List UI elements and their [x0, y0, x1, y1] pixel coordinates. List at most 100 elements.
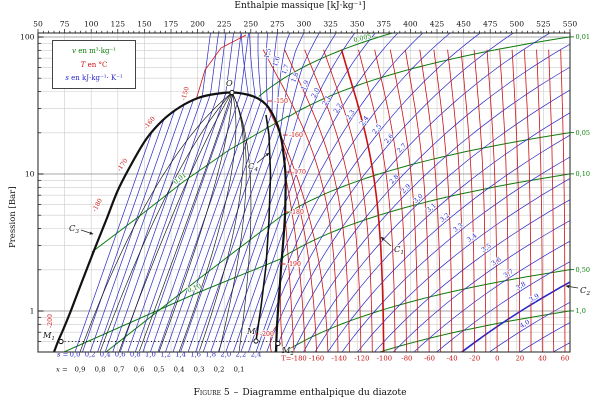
isochore-label: 0,05 [576, 129, 590, 137]
isentrope-label: 2,4 [358, 114, 370, 127]
x-tick-label: 250 [244, 20, 259, 29]
isentrope-label: 3,9 [528, 292, 541, 304]
y-tick-label: 100 [20, 33, 35, 42]
legend-row-T: T en °C [81, 61, 108, 69]
isentrope-curve [489, 301, 570, 352]
isotherm-curve [499, 49, 509, 352]
quality-label: 0,3 [194, 366, 205, 374]
isentrope-label: 2,7 [395, 142, 408, 155]
quality-line [79, 92, 233, 352]
isotherm-bottom-label: -160 [309, 355, 324, 363]
isotherm-bottom-label: 60 [561, 355, 570, 363]
isotherm-bottom-label: -100 [377, 355, 392, 363]
isentrope-label: 2,5 [371, 123, 384, 136]
isentrope-curve [112, 33, 211, 352]
isentrope-curve [74, 131, 153, 352]
isentrope-axis-prefix: s = [57, 351, 68, 359]
axes: 50 75 100 125 150 175 200 225 250 275 300 325 350 375… [20, 20, 577, 353]
isentrope-label: 1,9 [299, 79, 310, 92]
isotherm-bottom-label: -40 [447, 355, 458, 363]
legend-var-s: s [65, 74, 69, 83]
isentrope-curve [89, 109, 176, 352]
quality-label: 0,9 [75, 366, 86, 374]
isotherm-curve [524, 49, 532, 352]
isotherm-dome-label: -160 [289, 132, 303, 139]
isotherm-curve [285, 175, 306, 352]
legend-var-v: v [72, 46, 76, 55]
isentrope-label: 2,3 [344, 108, 356, 121]
y-tick-label: 10 [25, 170, 35, 179]
isentrope-curve [165, 33, 256, 352]
point-marker [253, 338, 259, 344]
isentrope-bottom-label: 1,4 [175, 351, 186, 359]
annotation-label: C4 [248, 161, 258, 173]
isentrope-curve [97, 103, 185, 352]
x-tick-label: 200 [190, 20, 205, 29]
isentrope-curve [303, 89, 570, 352]
isotherm-curves [195, 34, 566, 352]
isentrope-bottom-label: 1,2 [160, 351, 171, 359]
isochore-label: 0,01 [576, 33, 590, 41]
x-tick-label: 175 [164, 20, 179, 29]
isentrope-curve [172, 33, 262, 352]
legend-row-v: v en m³·kg⁻¹ [72, 47, 116, 55]
legend-row-s: s en kJ·kg⁻¹· K⁻¹ [65, 74, 122, 82]
x-tick-label: 50 [33, 20, 43, 29]
quality-label: 0,1 [234, 366, 245, 374]
isotherm-dome-label: -150 [180, 86, 190, 101]
x-tick-label: 225 [217, 20, 232, 29]
caption-label: Figure 5 [193, 387, 230, 398]
isotherm-bottom-label: -140 [332, 355, 347, 363]
isotherm-curve [281, 139, 317, 352]
x-tick-label: 325 [323, 20, 338, 29]
isentrope-label: 3,6 [490, 255, 503, 267]
isentrope-curve [282, 43, 570, 352]
isentrope-label: 3,7 [502, 267, 515, 279]
isentrope-curve [274, 33, 551, 352]
x-tick-label: 150 [137, 20, 152, 29]
isotherm-curve [548, 49, 555, 352]
annotation-label: C2 [580, 285, 590, 297]
x-tick-label: 475 [483, 20, 498, 29]
isotherm-curve [269, 324, 278, 352]
isotherm-curve [284, 49, 350, 352]
quality-line [158, 92, 233, 352]
isentrope-curve [436, 261, 570, 352]
caption-dash: – [233, 387, 239, 398]
isentrope-curve [240, 33, 399, 352]
isentrope-curves [74, 33, 570, 352]
isotherm-curve [433, 49, 453, 352]
point-label: O [226, 78, 233, 88]
isentrope-curve [180, 33, 269, 352]
isotherm-curve [323, 49, 373, 352]
isotherm-curve [374, 49, 407, 352]
isentrope-label: 3,1 [425, 201, 438, 214]
quality-line [231, 92, 252, 352]
isotherm-curve [486, 49, 498, 352]
isotherm-bottom-label: -60 [424, 355, 435, 363]
isotherm-dome-label: -200 [47, 314, 54, 328]
x-axis-title: Enthalpie massique [kJ·kg⁻¹] [234, 1, 366, 11]
point-label: M [246, 326, 256, 336]
isotherm-curve [419, 49, 441, 352]
annotation-label: C1 [394, 244, 404, 256]
isotherm-curve [389, 49, 419, 352]
isentrope-curve [314, 112, 570, 352]
isentrope-curve [374, 199, 570, 352]
x-tick-label: 400 [403, 20, 418, 29]
isentrope-bottom-label: 2,0 [220, 351, 231, 359]
isentrope-curve [104, 99, 194, 352]
quality-label: 0,4 [174, 366, 185, 374]
isotherm-curve [358, 49, 396, 352]
x-tick-label: 375 [377, 20, 392, 29]
isochore-label: 0,50 [576, 266, 590, 274]
isentrope-bottom-label: 0,0 [70, 351, 81, 359]
isotherm-bottom-label: 40 [538, 355, 547, 363]
isotherm-bottom-label: -120 [354, 355, 369, 363]
isotherm-dome-label: -180 [290, 209, 304, 216]
caption-text: Diagramme enthalpique du diazote [242, 387, 407, 398]
quality-label: 0,7 [114, 366, 125, 374]
isentrope-curve [134, 33, 234, 352]
isentrope-bottom-label: 1,8 [205, 351, 216, 359]
legend-var-T: T [80, 60, 86, 69]
